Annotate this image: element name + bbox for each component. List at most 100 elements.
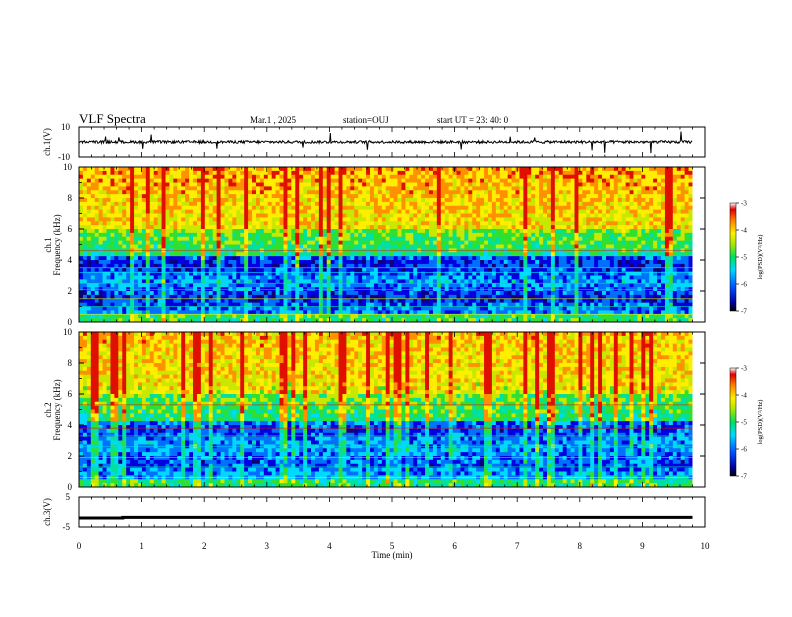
spectrogram-cell [464, 198, 469, 203]
spectrogram-cell [122, 310, 127, 315]
spectrogram-cell [338, 271, 343, 277]
spectrogram-cell [519, 252, 524, 257]
spectrogram-cell [436, 306, 442, 311]
spectrogram-cell [177, 217, 182, 222]
spectrogram-cell [432, 306, 438, 311]
spectrogram-cell [299, 225, 304, 230]
spectrogram-cell [295, 302, 300, 308]
spectrogram-cell [503, 229, 509, 234]
spectrogram-cell [244, 240, 249, 246]
spectrogram-cell [417, 209, 422, 215]
spectrogram-cell [456, 314, 461, 319]
spectrogram-cell [338, 174, 343, 180]
spectrogram-cell [523, 244, 528, 249]
spectrogram-cell [468, 318, 473, 323]
spectrogram-cell [429, 240, 434, 246]
spectrogram-cell [562, 260, 568, 265]
spectrogram-cell [527, 279, 532, 284]
spectrogram-cell [425, 263, 430, 269]
spectrogram-cell [114, 283, 119, 288]
spectrogram-cell [393, 263, 399, 269]
spectrogram-cell [169, 170, 174, 176]
spectrogram-cell [110, 310, 115, 315]
spectrogram-cell [334, 221, 340, 226]
spectrogram-cell [444, 221, 450, 226]
spectrogram-cell [130, 291, 135, 296]
spectrogram-cell [539, 229, 544, 234]
spectrogram-cell [267, 174, 273, 180]
spectrogram-cell [566, 221, 572, 226]
spectrogram-cell [436, 182, 442, 187]
spectrogram-cell [484, 294, 489, 300]
spectrogram-cell [381, 294, 387, 300]
spectrogram-cell [326, 267, 332, 273]
spectrogram-cell [181, 186, 186, 191]
spectrogram-cell [550, 244, 556, 249]
spectrogram-cell [503, 236, 509, 242]
spectrogram-cell [527, 252, 532, 257]
spectrogram-cell [397, 170, 402, 176]
spectrogram-cell [354, 186, 359, 191]
spectrogram-cell [224, 198, 229, 203]
spectrogram-cell [366, 298, 371, 304]
spectrogram-cell [393, 252, 399, 257]
spectrogram-cell [546, 194, 552, 199]
spectrogram-cell [126, 178, 131, 184]
spectrogram-cell [456, 178, 461, 184]
spectrogram-cell [295, 240, 300, 246]
spectrogram-cell [346, 314, 351, 319]
spectrogram-cell [381, 170, 387, 176]
spectrogram-cell [511, 291, 517, 296]
spectrogram-cell [554, 294, 560, 300]
spectrogram-cell [267, 213, 273, 218]
spectrogram-cell [208, 271, 214, 277]
spectrogram-cell [366, 167, 371, 172]
spectrogram-cell [157, 190, 163, 195]
spectrogram-cell [208, 240, 214, 246]
spectrogram-cell [165, 221, 170, 226]
spectrogram-cell [539, 209, 544, 215]
spectrogram-cell [472, 225, 477, 230]
spectrogram-cell [208, 291, 214, 296]
spectrogram-cell [216, 182, 222, 187]
spectrogram-cell [397, 318, 402, 323]
spectrogram-cell [141, 170, 147, 176]
spectrogram-cell [307, 194, 312, 199]
spectrogram-cell [503, 244, 509, 249]
spectrogram-cell [330, 221, 336, 226]
spectrogram-cell [189, 170, 194, 176]
spectrogram-cell [271, 225, 277, 230]
spectrogram-cell [161, 229, 167, 234]
spectrogram-cell [334, 244, 340, 249]
spectrogram-cell [342, 217, 347, 222]
spectrogram-cell [495, 294, 501, 300]
spectrogram-cell [90, 209, 96, 215]
spectrogram-cell [145, 167, 151, 172]
spectrogram-cell [480, 236, 485, 242]
spectrogram-cell [314, 221, 320, 226]
spectrogram-cell [385, 213, 391, 218]
spectrogram-cell [350, 263, 355, 269]
spectrogram-cell [110, 194, 115, 199]
spectrogram-cell [503, 279, 509, 284]
spectrogram-cell [397, 221, 402, 226]
spectrogram-cell [189, 275, 194, 280]
spectrogram-cell [177, 306, 182, 311]
spectrogram-cell [165, 279, 170, 284]
spectrogram-cell [224, 275, 229, 280]
spectrogram-cell [425, 236, 430, 242]
spectrogram-cell [456, 298, 461, 304]
spectrogram-cell [200, 221, 206, 226]
spectrogram-cell [299, 279, 304, 284]
spectrogram-cell [480, 260, 485, 265]
spectrogram-cell [102, 314, 108, 319]
spectrogram-cell [137, 213, 143, 218]
spectrogram-cell [484, 306, 489, 311]
spectrogram-cell [480, 198, 485, 203]
spectrogram-cell [546, 256, 552, 261]
spectrogram-cell [413, 213, 418, 218]
spectrogram-cell [330, 260, 336, 265]
spectrogram-cell [173, 256, 178, 261]
spectrogram-cell [267, 167, 273, 172]
spectrogram-cell [307, 198, 312, 203]
